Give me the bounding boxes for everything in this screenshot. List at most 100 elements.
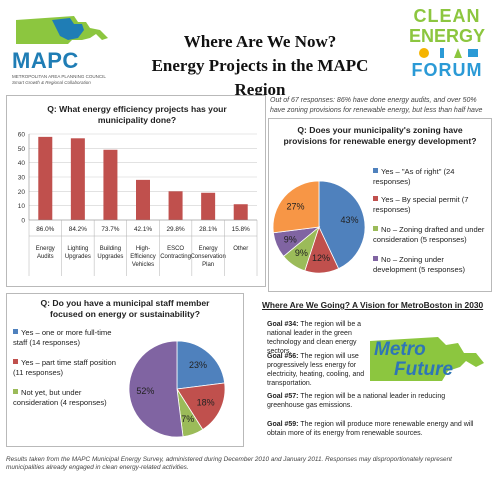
legend-swatch: [373, 168, 378, 173]
legend-label: Yes – part time staff position (11 respo…: [13, 358, 116, 377]
forum-word-3: FORUM: [411, 60, 483, 80]
legend-item: No – Zoning under development (5 respons…: [373, 255, 485, 274]
bar: [136, 179, 150, 220]
legend-item: Yes – part time staff position (11 respo…: [13, 358, 123, 377]
staff-chart-title: Q: Do you have a municipal staff member …: [40, 298, 210, 319]
bar-chart-panel: Q: What energy efficiency projects has y…: [6, 95, 266, 287]
legend-item: Yes – "As of right" (24 responses): [373, 167, 485, 186]
pie-slice: [272, 180, 320, 234]
data-label: 15.8%: [232, 226, 250, 233]
bar: [201, 192, 216, 220]
x-tick-label: Other: [233, 246, 248, 252]
y-tick-label: 30: [18, 175, 26, 182]
bar: [168, 191, 183, 220]
metrofuture-logo-text-2: Future: [394, 359, 454, 380]
y-tick-label: 0: [21, 218, 25, 225]
pie-slice: [176, 340, 226, 390]
legend-label: No – Zoning drafted and under considerat…: [373, 225, 485, 244]
slice-label: 27%: [287, 201, 305, 211]
legend-label: Yes – By special permit (7 responses): [373, 195, 469, 214]
legend-label: Yes – "As of right" (24 responses): [373, 167, 455, 186]
legend-swatch: [13, 389, 18, 394]
slice-label: 43%: [341, 215, 359, 225]
data-label: 86.0%: [36, 226, 54, 233]
slice-label: 52%: [136, 386, 154, 396]
bar: [70, 138, 85, 220]
slice-label: 23%: [189, 360, 207, 370]
data-label: 73.7%: [101, 226, 119, 233]
legend-swatch: [373, 226, 378, 231]
data-label: 29.8%: [167, 226, 185, 233]
footnote: Results taken from the MAPC Municipal En…: [6, 456, 452, 472]
staff-pie-panel: Q: Do you have a municipal staff member …: [6, 293, 244, 447]
legend-label: Yes – one or more full-time staff (14 re…: [13, 328, 112, 347]
bar-chart: 0 10 20 30 40 50 60 86.0% Energy Audits 84.2% Light…: [18, 132, 258, 276]
pie-slice: [176, 382, 226, 431]
data-label: 28.1%: [199, 226, 217, 233]
bar-chart-title: Q: What energy efficiency projects has y…: [47, 104, 227, 125]
x-tick-label: Building: [100, 246, 121, 252]
x-tick-label: Upgrades: [65, 254, 91, 260]
slice-label: 18%: [197, 397, 215, 407]
legend-item: Not yet, but under consideration (4 resp…: [13, 388, 123, 407]
goal-item: Goal #59: The region will produce more r…: [267, 421, 474, 437]
data-label: 84.2%: [69, 226, 87, 233]
vision-heading: Where Are We Going? A Vision for MetroBo…: [262, 300, 484, 310]
legend-swatch: [13, 329, 18, 334]
x-tick-label: Energy: [199, 246, 218, 252]
goal-item: Goal #56: The region will use progressiv…: [267, 353, 365, 387]
clean-energy-forum-logo: CLEAN ENERGY FORUM: [404, 6, 490, 96]
bar: [233, 204, 248, 220]
energy-icons: [419, 48, 478, 58]
slice-label: 12%: [312, 253, 330, 263]
metrofuture-map-icon: [370, 337, 484, 381]
mapc-logo-text: MAPC: [12, 48, 79, 73]
y-tick-label: 50: [18, 146, 26, 153]
y-tick-label: 60: [18, 132, 26, 139]
goal-item: Goal #34: The region will be a national …: [267, 321, 362, 355]
y-tick-label: 10: [18, 203, 26, 210]
slice-label: 9%: [284, 234, 297, 244]
metrofuture-logo: Metro Future: [368, 333, 486, 389]
intro-text: Out of 67 responses: 86% have done energ…: [270, 97, 483, 114]
forum-icons: [404, 46, 490, 60]
forum-word-1: CLEAN: [413, 6, 481, 26]
bar: [38, 136, 53, 220]
legend-swatch: [373, 196, 378, 201]
x-tick-label: Energy: [36, 246, 55, 252]
x-tick-label: Plan: [202, 262, 214, 268]
x-tick-label: Audits: [37, 254, 54, 260]
legend-item: No – Zoning drafted and under considerat…: [373, 225, 485, 244]
x-tick-label: Upgrades: [97, 254, 123, 260]
legend-label: No – Zoning under development (5 respons…: [373, 255, 466, 274]
pie-slice: [318, 180, 366, 270]
mapc-logo: MAPC METROPOLITAN AREA PLANNING COUNCIL S…: [6, 8, 118, 88]
legend-label: Not yet, but under consideration (4 resp…: [13, 388, 107, 407]
y-tick-label: 20: [18, 189, 26, 196]
x-tick-label: Vehicles: [132, 262, 154, 268]
x-tick-label: Efficiency: [130, 254, 156, 260]
data-label: 42.1%: [134, 226, 152, 233]
slice-label: 7%: [181, 414, 194, 424]
forum-word-2: ENERGY: [408, 26, 486, 46]
x-tick-label: ESCO: [167, 246, 184, 252]
zoning-pie-chart: 43% 12% 9% 9% 27%: [272, 180, 366, 274]
goal-item: Goal #57: The region will be a national …: [267, 393, 446, 409]
legend-swatch: [373, 256, 378, 261]
x-tick-label: Lighting: [67, 246, 88, 252]
page-title: Where Are We Now? Energy Projects in the…: [151, 32, 369, 99]
zoning-pie-panel: Q: Does your municipality's zoning have …: [268, 118, 492, 292]
staff-pie-chart: 23% 18%7% 52%: [128, 340, 226, 438]
pie-slice: [128, 340, 184, 438]
x-tick-label: Conservation: [190, 254, 225, 260]
mapc-logo-subtitle: METROPOLITAN AREA PLANNING COUNCIL Smart …: [12, 74, 106, 85]
legend-swatch: [13, 359, 18, 364]
legend-item: Yes – By special permit (7 responses): [373, 195, 485, 214]
zoning-chart-title: Q: Does your municipality's zoning have …: [283, 125, 477, 146]
bar: [103, 149, 118, 220]
x-tick-label: High-: [136, 246, 150, 252]
massachusetts-map-icon: [16, 16, 108, 44]
legend-item: Yes – one or more full-time staff (14 re…: [13, 328, 123, 347]
y-tick-label: 40: [18, 160, 26, 167]
x-tick-label: Contracting: [160, 254, 191, 260]
